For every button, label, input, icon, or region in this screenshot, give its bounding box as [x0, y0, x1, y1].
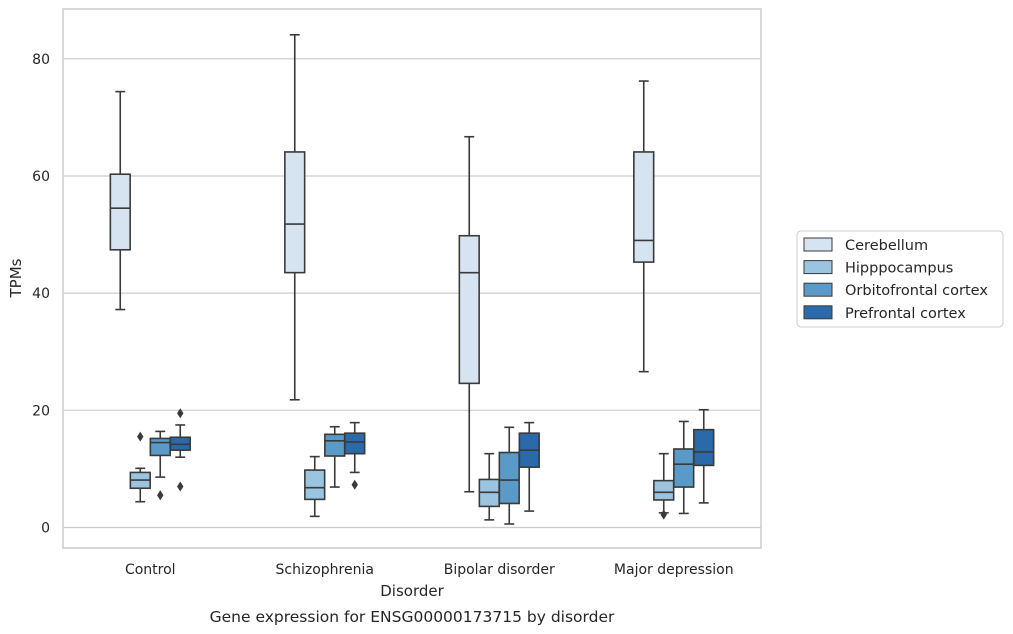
box-control-orbitofrontal-cortex [149, 430, 171, 501]
box-schizophrenia-cerebellum [284, 33, 306, 401]
y-tick-label: 40 [32, 286, 50, 302]
box-schizophrenia-prefrontal-cortex [344, 421, 366, 490]
box-control-hipppocampus [129, 431, 151, 503]
y-tick-label: 60 [32, 169, 50, 185]
x-axis-label: Disorder [380, 582, 444, 600]
plot-frame [62, 8, 762, 549]
y-tick-label: 20 [32, 403, 50, 419]
outlier-point [137, 431, 144, 442]
legend-label-prefrontal-cortex: Prefrontal cortex [845, 306, 966, 322]
outlier-point [660, 509, 667, 520]
box-body [149, 437, 171, 457]
legend-swatch-hipppocampus [803, 260, 833, 275]
y-tick-label: 0 [41, 520, 50, 536]
legend: Cerebellum Hipppocampus Orbitofrontal cort… [796, 230, 1004, 328]
box-body [498, 451, 520, 505]
legend-label-hipppocampus: Hipppocampus [845, 261, 953, 277]
box-control-prefrontal-cortex [169, 408, 191, 492]
y-axis-ticks: 0 20 40 60 80 [32, 52, 50, 537]
box-bipolar-disorder-hipppocampus [478, 452, 500, 521]
legend-swatch-orbitofrontal-cortex [803, 282, 833, 297]
box-bipolar-disorder-orbitofrontal-cortex [498, 426, 520, 525]
figure-caption: Gene expression for ENSG00000173715 by d… [210, 608, 615, 626]
box-body [109, 173, 131, 251]
box-body [304, 469, 326, 501]
legend-swatch-prefrontal-cortex [803, 305, 833, 320]
x-tick-label: Major depression [614, 562, 734, 578]
x-tick-label: Control [125, 562, 176, 578]
box-body [653, 479, 675, 501]
legend-label-orbitofrontal-cortex: Orbitofrontal cortex [845, 283, 988, 299]
legend-swatch-cerebellum [803, 237, 833, 252]
box-schizophrenia-hipppocampus [304, 455, 326, 518]
box-bipolar-disorder-cerebellum [458, 135, 480, 493]
outlier-point [177, 481, 184, 492]
box-body [673, 448, 695, 488]
outlier-point [351, 479, 358, 490]
box-plot-area [109, 33, 715, 525]
gridlines [63, 58, 761, 529]
box-control-cerebellum [109, 90, 131, 311]
box-body [284, 151, 306, 274]
outlier-point [177, 408, 184, 419]
box-major-depression-hipppocampus [653, 452, 675, 520]
box-major-depression-cerebellum [633, 80, 655, 373]
box-body [633, 151, 655, 263]
outlier-point [157, 490, 164, 501]
box-body [324, 433, 346, 457]
x-tick-label: Schizophrenia [276, 562, 374, 578]
box-body [458, 234, 480, 385]
x-axis-ticks: Control Schizophrenia Bipolar disorder Majo… [125, 562, 734, 578]
box-schizophrenia-orbitofrontal-cortex [324, 425, 346, 488]
box-body [344, 432, 366, 455]
box-body [693, 428, 715, 467]
legend-label-cerebellum: Cerebellum [845, 238, 928, 254]
legend-frame [796, 230, 1004, 328]
y-tick-label: 80 [32, 52, 50, 68]
y-axis-label: TPMs [7, 258, 25, 298]
box-bipolar-disorder-prefrontal-cortex [518, 421, 540, 512]
x-tick-label: Bipolar disorder [444, 562, 555, 578]
box-major-depression-prefrontal-cortex [693, 408, 715, 504]
box-major-depression-orbitofrontal-cortex [673, 420, 695, 515]
